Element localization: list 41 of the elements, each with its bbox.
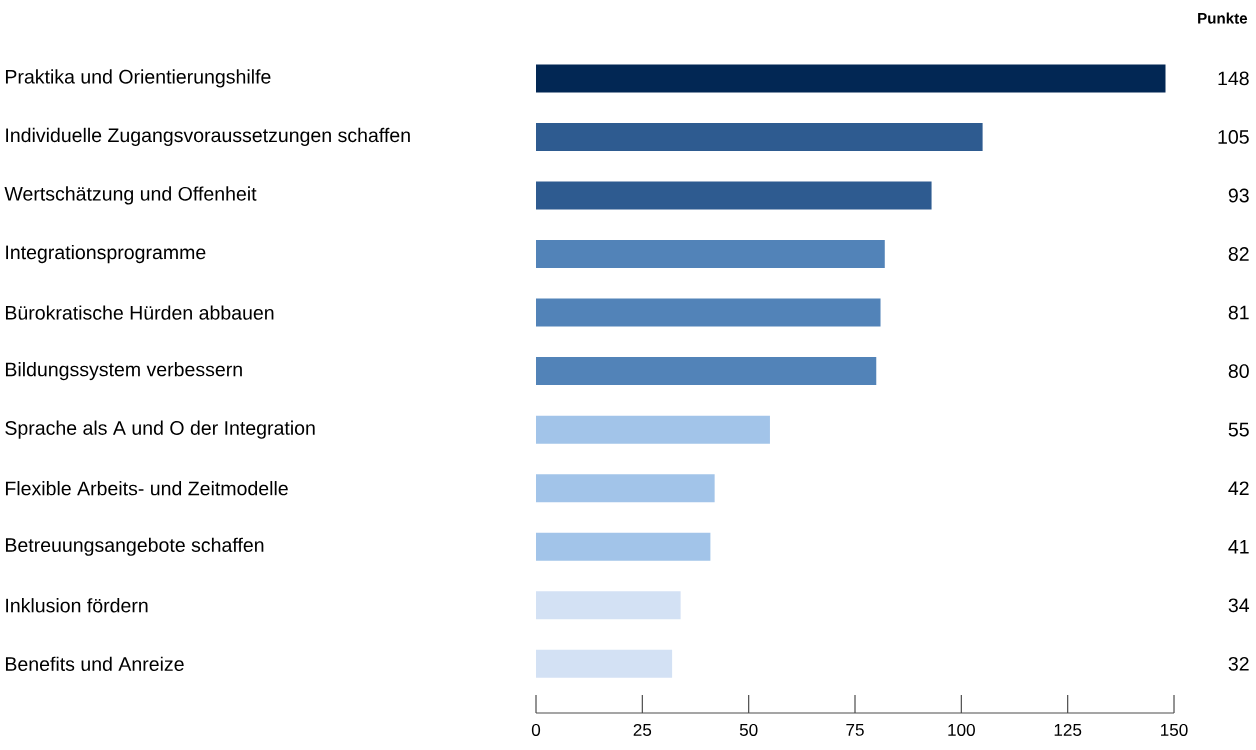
y-tick-label: Flexible Arbeits- und Zeitmodelle — [5, 481, 288, 496]
x-tick-label: 25 — [633, 723, 652, 737]
y-tick-label: Individuelle Zugangsvoraussetzungen schaffen — [6, 127, 410, 147]
bar — [536, 591, 681, 620]
y-tick-label: Benefits und Anreize — [5, 656, 184, 671]
y-tick-label: Betreuungsangebote schaffen — [5, 537, 264, 556]
bar — [536, 181, 932, 210]
data-label: 34 — [1228, 598, 1250, 613]
bar — [536, 240, 885, 269]
bar — [536, 122, 983, 151]
data-label: 55 — [1228, 422, 1249, 437]
bar — [536, 474, 715, 503]
x-tick-label: 150 — [1161, 723, 1188, 737]
x-tick-label: 75 — [846, 723, 864, 736]
y-tick-label: Sprache als A und O der Integration — [5, 420, 315, 439]
bar — [536, 298, 881, 327]
bar — [536, 64, 1166, 93]
data-label: 80 — [1228, 364, 1249, 379]
bar — [536, 649, 673, 678]
y-tick-label: Bildungssystem verbessern — [5, 362, 242, 381]
data-label: 32 — [1228, 656, 1249, 671]
y-tick-label: Bürokratische Hürden abbauen — [5, 305, 274, 320]
data-label: 82 — [1228, 247, 1249, 261]
data-label: 81 — [1228, 305, 1249, 320]
x-tick-label: 50 — [739, 723, 758, 737]
bar — [536, 415, 770, 444]
y-tick-label: Wertschätzung und Offenheit — [4, 186, 257, 205]
y-tick-label: Inklusion fördern — [6, 598, 148, 613]
data-label: 93 — [1228, 188, 1249, 203]
text: Punkte — [1198, 12, 1248, 24]
data-label: 148 — [1218, 71, 1249, 86]
y-tick-label: Praktika und Orientierungshilfe — [5, 69, 271, 88]
x-tick-label: 100 — [948, 723, 975, 737]
data-label: 41 — [1228, 540, 1249, 554]
bar — [536, 357, 877, 386]
bar — [536, 532, 711, 561]
data-label: 42 — [1228, 481, 1249, 496]
x-tick-label: 125 — [1054, 723, 1082, 737]
y-tick-label: Integrationsprogramme — [6, 244, 206, 264]
x-tick-label: 0 — [531, 723, 541, 737]
data-label: 105 — [1218, 130, 1249, 144]
